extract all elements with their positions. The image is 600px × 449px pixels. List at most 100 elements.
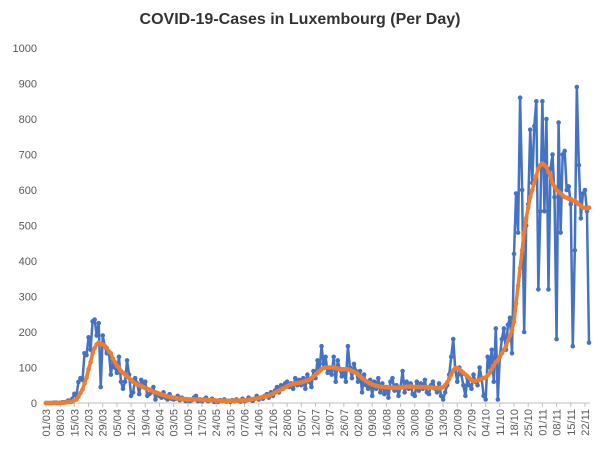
data-point [351,361,357,367]
data-point [566,184,572,189]
series-line [46,85,591,405]
data-point [446,376,452,382]
data-point [130,390,136,395]
data-point [450,336,456,342]
data-point [542,209,547,214]
data-point [124,358,130,363]
data-point [536,287,541,292]
data-point [390,375,395,381]
data-point [564,187,570,193]
data-point [414,379,420,385]
x-tick-label: 12/04 [126,409,138,437]
data-point [378,390,383,395]
data-point [365,386,371,392]
y-tick-label: 600 [19,185,37,197]
data-point [138,377,144,383]
data-point [355,379,361,385]
data-point [550,152,555,157]
data-point [361,372,367,377]
data-point [290,386,296,392]
data-point [568,201,574,207]
data-point [132,375,138,381]
x-tick-label: 18/10 [509,409,521,437]
data-point [86,335,91,340]
data-point [142,379,148,385]
data-point [345,343,351,349]
data-point [108,351,114,356]
data-point [100,333,106,338]
data-point [193,393,199,399]
x-tick-label: 13/09 [438,409,450,437]
data-point [501,347,507,353]
data-point [527,127,533,132]
x-tick-label: 05/04 [112,409,124,437]
data-point [574,84,580,90]
x-tick-label: 15/03 [69,409,81,437]
x-tick-label: 01/11 [537,409,549,436]
x-tick-label: 31/05 [225,409,237,437]
data-point [359,390,365,395]
data-point [582,187,588,193]
data-point [499,336,505,342]
data-point [517,95,523,100]
data-point [576,162,582,168]
data-point [122,379,128,385]
data-point [92,317,97,322]
x-tick-label: 27/09 [466,409,478,437]
data-point [511,319,517,324]
x-tick-label: 10/05 [183,409,195,437]
x-tick-label: 14/06 [254,409,266,437]
data-point [475,382,480,388]
data-point [90,351,95,356]
data-point [519,187,525,193]
data-point [284,379,290,385]
data-point [562,148,567,154]
data-point [527,194,533,200]
data-point [118,379,124,385]
data-point [349,375,355,381]
data-point [448,372,454,377]
data-point [88,359,93,365]
data-point [552,194,557,200]
data-point [529,187,535,193]
data-point [315,358,320,363]
data-point [375,375,381,381]
data-point [80,387,85,392]
data-point [86,366,91,372]
y-tick-label: 1000 [13,43,37,55]
chart-title: COVID-19-Cases in Luxembourg (Per Day) [140,11,461,28]
x-tick-label: 19/07 [325,409,337,437]
x-tick-label: 02/08 [353,409,365,437]
data-point [511,251,517,257]
data-point [400,368,405,374]
data-point [487,370,493,376]
data-point [426,391,432,397]
data-point [558,230,563,235]
data-point [84,352,89,358]
data-point [76,394,81,399]
x-tick-label: 16/08 [381,409,393,437]
x-tick-label: 07/06 [240,409,252,437]
data-point [369,393,375,399]
data-point [544,164,549,170]
y-tick-label: 100 [19,363,37,375]
data-point [471,372,476,377]
data-point [509,327,515,333]
data-point [570,343,576,349]
data-point [521,329,527,335]
data-point [507,315,513,321]
data-point [412,393,418,399]
data-point [112,359,118,365]
data-point [550,180,555,186]
data-point [493,326,499,331]
data-point [489,347,495,353]
y-tick-label: 300 [19,292,37,304]
data-point [560,152,565,157]
data-point [84,375,89,380]
data-point [495,358,501,363]
x-tick-label: 08/03 [55,409,67,437]
data-point [325,370,330,376]
data-point [321,361,326,367]
data-point [396,393,401,399]
